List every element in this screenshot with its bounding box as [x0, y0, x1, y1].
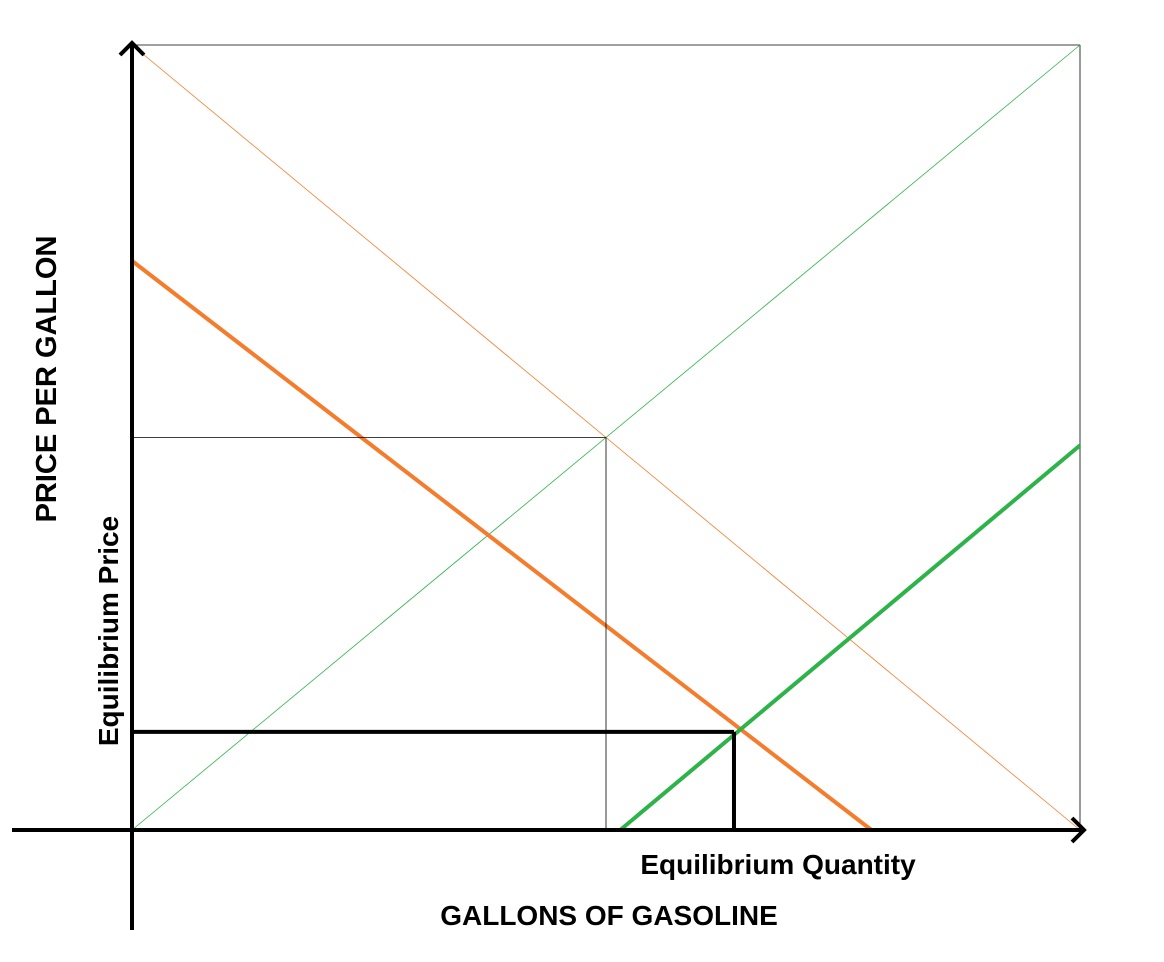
shifted-demand-curve: [130, 259, 873, 832]
y-axis-arrowhead: [118, 40, 146, 57]
x-axis-arrowhead: [1070, 816, 1087, 844]
equilibrium-price-label: Equilibrium Price: [93, 516, 124, 746]
axes: [12, 40, 1087, 930]
plot-frame: [132, 44, 1081, 830]
shifted-supply-curve: [618, 443, 1082, 832]
equilibrium-guides: [132, 437, 736, 830]
y-axis-label: PRICE PER GALLON: [31, 236, 63, 523]
equilibrium-quantity-label: Equilibrium Quantity: [640, 849, 916, 880]
x-axis-label: GALLONS OF GASOLINE: [440, 900, 778, 931]
